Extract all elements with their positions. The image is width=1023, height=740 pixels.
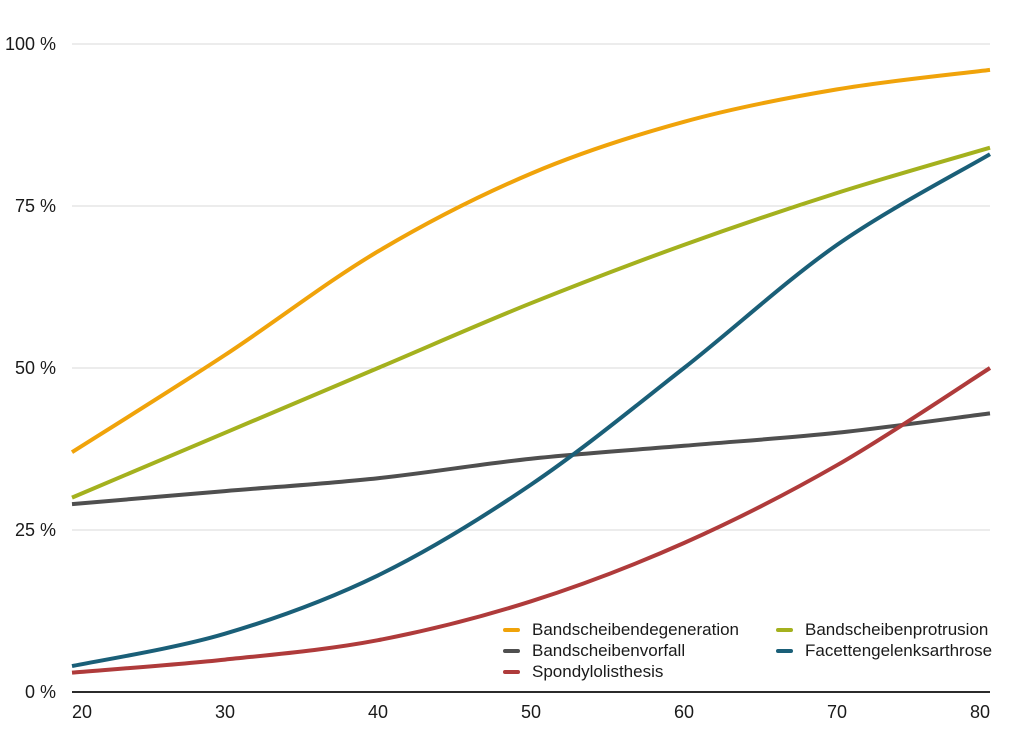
series-line-bandscheibendegeneration — [70, 67, 991, 454]
x-axis-label: 20 — [72, 702, 92, 722]
x-axis-label: 60 — [674, 702, 694, 722]
y-axis-label: 100 % — [5, 34, 56, 54]
series-line-bandscheibenvorfall — [71, 411, 991, 507]
y-axis-label: 75 % — [15, 196, 56, 216]
x-axis-label: 50 — [521, 702, 541, 722]
x-axis-label: 40 — [368, 702, 388, 722]
series-line-bandscheibenprotrusion — [71, 145, 991, 500]
x-axis-label: 80 — [970, 702, 990, 722]
x-axis-label: 70 — [827, 702, 847, 722]
x-axis-label: 30 — [215, 702, 235, 722]
series-line-facettengelenksarthrose — [71, 152, 992, 669]
y-axis-label: 50 % — [15, 358, 56, 378]
y-axis-label: 0 % — [25, 682, 56, 702]
series-line-spondylolisthesis — [71, 366, 992, 675]
y-axis-label: 25 % — [15, 520, 56, 540]
